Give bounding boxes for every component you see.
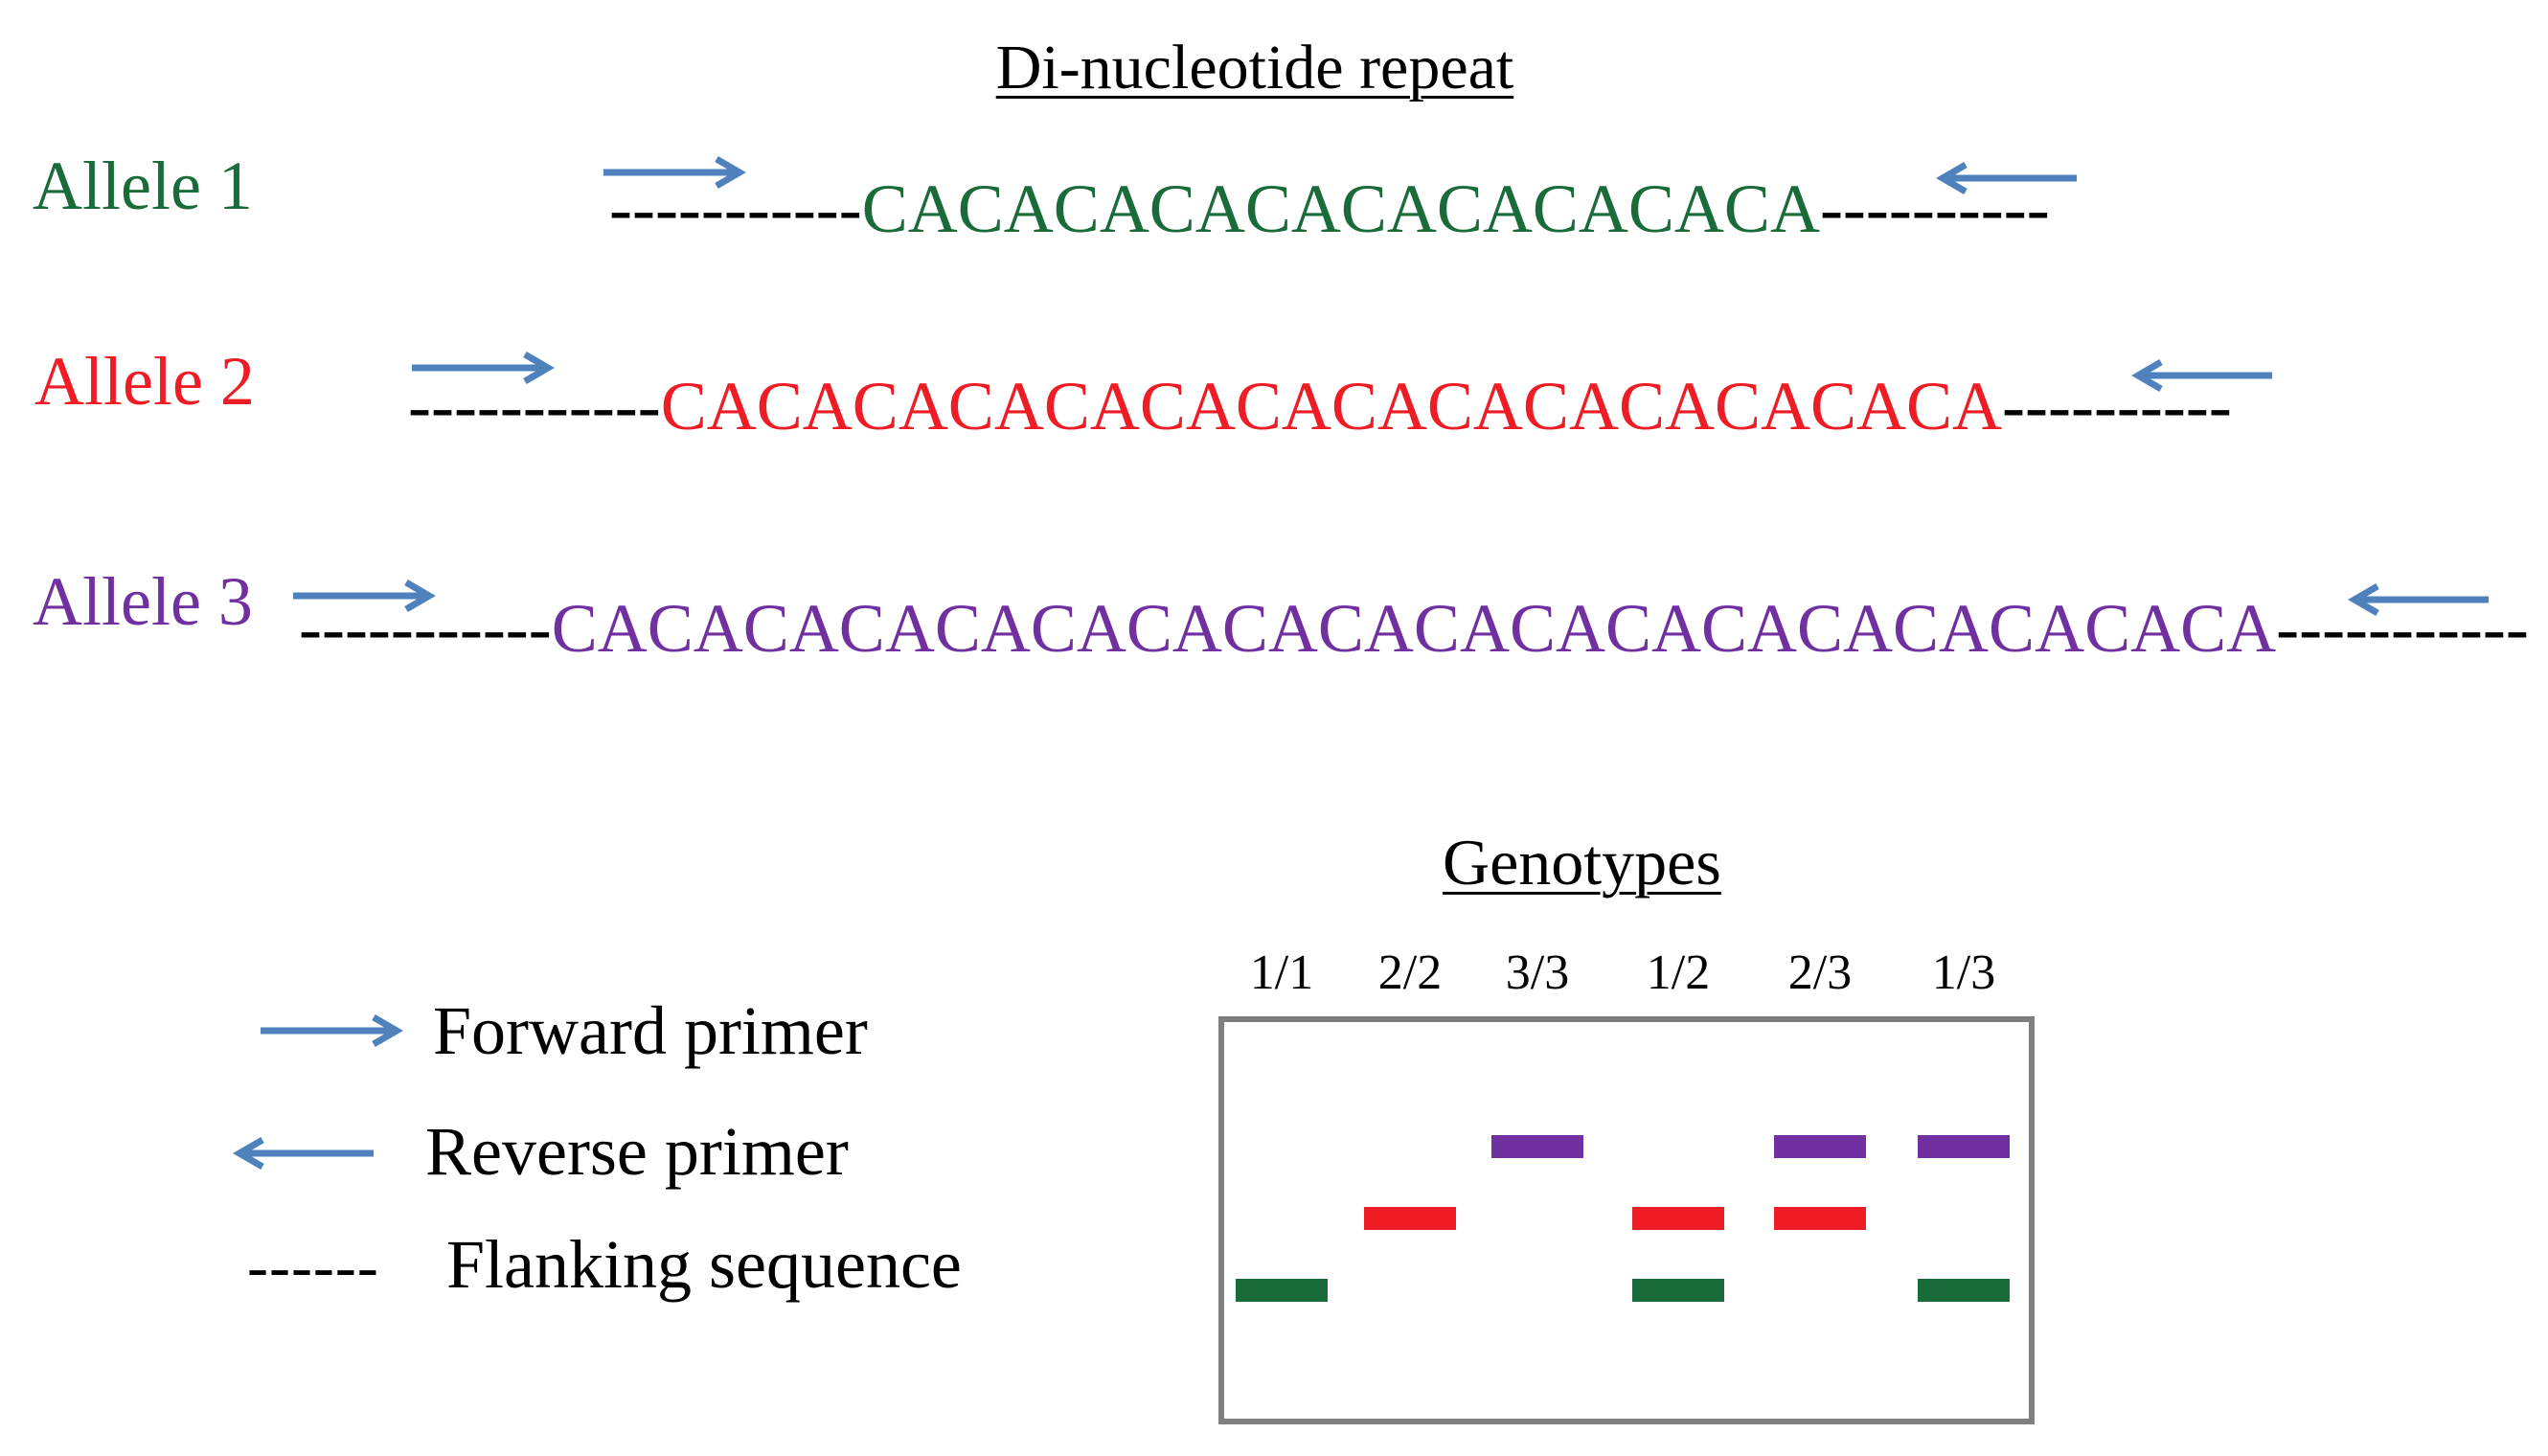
gel-band-lane-1-2-allele-2 — [1632, 1207, 1724, 1230]
allele-2-flank-left: ----------- — [408, 368, 661, 444]
allele-3-label: Allele 3 — [33, 563, 253, 640]
reverse-primer-arrow-allele-2 — [2131, 358, 2272, 393]
allele-1-flank-left: ----------- — [609, 171, 862, 247]
legend-reverse-arrow-icon — [233, 1136, 374, 1171]
gel-band-lane-1-3-allele-3 — [1918, 1135, 2010, 1158]
lane-label-1-3: 1/3 — [1931, 945, 1996, 1000]
allele-2-flank-right: ---------- — [2002, 368, 2232, 444]
reverse-primer-arrow-allele-1 — [1936, 161, 2077, 195]
gel-band-lane-2-3-allele-2 — [1774, 1207, 1866, 1230]
legend-flanking-symbol: ------ — [247, 1232, 379, 1302]
gel-band-lane-3-3-allele-3 — [1491, 1135, 1583, 1158]
gel-band-lane-2-2-allele-2 — [1364, 1207, 1456, 1230]
legend-reverse-label: Reverse primer — [425, 1113, 849, 1190]
allele-1-flank-right: ---------- — [1819, 171, 2050, 247]
diagram-title: Di-nucleotide repeat — [995, 33, 1514, 102]
allele-3-sequence: -----------CACACACACACACACACACACACACACAC… — [299, 594, 2529, 663]
forward-primer-arrow-allele-1 — [603, 155, 746, 190]
forward-primer-arrow-allele-2 — [412, 351, 555, 385]
gel-band-lane-2-3-allele-3 — [1774, 1135, 1866, 1158]
allele-1-sequence: -----------CACACACACACACACACACA---------… — [609, 174, 2050, 243]
allele-3-flank-right: ----------- — [2276, 590, 2529, 667]
allele-1-label: Allele 1 — [33, 148, 253, 224]
allele-2-repeat: CACACACACACACACACACACACACACA — [660, 368, 2003, 444]
gel-band-lane-1-3-allele-1 — [1918, 1279, 2010, 1302]
allele-1-repeat: CACACACACACACACACACA — [861, 171, 1820, 247]
allele-3-flank-left: ----------- — [299, 590, 552, 667]
legend-forward-label: Forward primer — [433, 992, 868, 1069]
lane-label-3-3: 3/3 — [1505, 945, 1570, 1000]
reverse-primer-arrow-allele-3 — [2348, 582, 2489, 617]
lane-label-2-2: 2/2 — [1377, 945, 1443, 1000]
allele-2-label: Allele 2 — [34, 343, 255, 420]
gel-box — [1218, 1016, 2035, 1424]
legend-forward-arrow-icon — [261, 1013, 403, 1048]
lane-label-1-2: 1/2 — [1646, 945, 1711, 1000]
gel-band-lane-1-1-allele-1 — [1236, 1279, 1328, 1302]
allele-2-sequence: -----------CACACACACACACACACACACACACACA-… — [408, 372, 2232, 441]
forward-primer-arrow-allele-3 — [293, 579, 436, 613]
allele-3-repeat: CACACACACACACACACACACACACACACACACACA — [551, 590, 2277, 667]
lane-label-1-1: 1/1 — [1249, 945, 1314, 1000]
genotypes-title: Genotypes — [1443, 826, 1721, 899]
gel-band-lane-1-2-allele-1 — [1632, 1279, 1724, 1302]
legend-flanking-label: Flanking sequence — [446, 1226, 962, 1303]
lane-label-2-3: 2/3 — [1787, 945, 1853, 1000]
